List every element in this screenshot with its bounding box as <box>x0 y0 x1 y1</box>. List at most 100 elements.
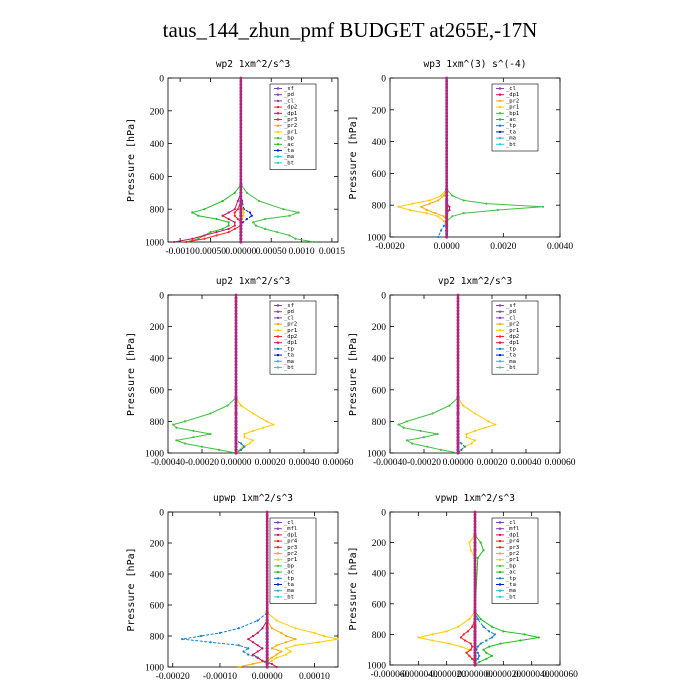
profile-marker <box>265 560 269 563</box>
profile-marker <box>473 541 477 544</box>
data-point-tp <box>476 645 479 648</box>
legend-marker <box>498 353 502 357</box>
profile-marker <box>473 626 477 630</box>
legend-marker <box>498 143 502 146</box>
x-tick-label: -0.00020 <box>156 672 190 682</box>
data-point-pr1 <box>248 442 251 445</box>
legend-marker <box>498 304 502 307</box>
profile-marker <box>234 435 238 439</box>
x-tick-label: 0.00010 <box>299 672 330 682</box>
data-point-bp <box>312 240 315 244</box>
legend-marker <box>498 583 502 586</box>
legend-marker <box>498 552 502 555</box>
profile-marker <box>234 363 238 366</box>
data-point-bp <box>288 214 291 217</box>
data-point-pr2 <box>275 653 278 656</box>
profile-marker <box>265 529 269 532</box>
legend-marker <box>276 577 280 580</box>
profile-marker <box>456 312 460 316</box>
profile-marker <box>265 575 269 579</box>
chart-panel-6: vpwp 1xm^2/s^3 0 200 400 600 800 1000-0.000060… <box>348 493 578 680</box>
profile-marker <box>265 538 269 542</box>
series-line-bp <box>172 397 237 454</box>
y-tick-label: 0 <box>381 292 386 302</box>
y-tick-label: 200 <box>150 323 165 333</box>
profile-marker <box>456 369 460 373</box>
profile-marker <box>234 388 238 392</box>
x-tick-label: -0.0020 <box>375 242 405 252</box>
profile-marker <box>234 385 238 389</box>
data-point-pr3 <box>468 654 471 657</box>
profile-marker <box>445 89 449 93</box>
data-point-pr1 <box>469 549 472 552</box>
profile-marker <box>265 563 269 567</box>
profile-marker <box>265 557 269 560</box>
profile-marker <box>265 665 269 669</box>
data-point-pr1 <box>428 199 431 202</box>
data-point-pr2 <box>294 638 297 641</box>
profile-marker <box>456 337 460 341</box>
profile-marker <box>445 121 449 124</box>
data-point-pr1 <box>465 432 468 436</box>
legend-marker <box>498 105 502 109</box>
profile-marker <box>456 309 460 313</box>
data-point-bp1 <box>462 212 465 215</box>
profile-marker <box>239 201 243 205</box>
profile-marker <box>239 181 243 185</box>
profile-marker <box>265 634 269 638</box>
profile-marker <box>234 344 238 347</box>
data-point-pr1 <box>243 436 246 439</box>
profile-marker <box>239 96 243 100</box>
series-line-pr1 <box>266 612 339 667</box>
data-point-pr1 <box>494 423 497 426</box>
profile-marker <box>234 416 238 420</box>
data-point-pr1 <box>242 211 245 214</box>
legend-marker <box>498 87 502 90</box>
legend-marker <box>498 130 502 134</box>
data-point-dp1 <box>227 217 230 221</box>
data-point-dp1 <box>203 234 206 237</box>
data-point-tp <box>242 650 245 653</box>
profile-marker <box>234 309 238 313</box>
data-point-bp <box>405 420 409 423</box>
data-point-pr1 <box>262 426 265 429</box>
profile-marker <box>456 378 460 382</box>
data-point-pr1 <box>284 653 288 656</box>
data-point-bp <box>192 436 195 439</box>
data-point-bp <box>294 237 297 240</box>
data-point-tp <box>482 625 485 628</box>
profile-marker <box>445 86 449 89</box>
data-point-pr1 <box>470 442 473 445</box>
legend-marker <box>276 533 280 537</box>
chart-title: up2 1xm^2/s^3 <box>216 276 290 287</box>
legend-entry: _dp2 <box>284 105 297 111</box>
y-tick-label: 1000 <box>145 664 164 674</box>
legend-entry: _tp <box>284 346 294 352</box>
profile-marker <box>265 647 269 650</box>
profile-marker <box>265 640 269 644</box>
y-tick-label: 400 <box>150 355 165 365</box>
profile-marker <box>265 622 269 625</box>
profile-marker <box>456 299 460 303</box>
data-point-bp <box>276 231 279 234</box>
profile-marker <box>265 594 269 598</box>
profile-marker <box>473 614 477 618</box>
profile-marker <box>239 129 243 132</box>
x-tick-label: 0.00040 <box>289 458 320 468</box>
profile-marker <box>234 331 238 335</box>
legend-entry: _pr4 <box>284 539 298 545</box>
profile-marker <box>456 366 460 370</box>
y-tick-label: 800 <box>372 202 387 212</box>
profile-marker <box>265 585 269 588</box>
profile-marker <box>456 397 460 401</box>
data-point-dp1 <box>215 231 218 234</box>
profile-marker <box>445 130 449 134</box>
data-point-dp1 <box>270 662 273 666</box>
profile-marker <box>445 194 449 198</box>
profile-marker <box>473 617 477 621</box>
legend-entry: _cl <box>284 98 294 104</box>
profile-marker <box>265 591 269 594</box>
profile-marker <box>456 303 460 306</box>
profile-marker <box>239 224 243 228</box>
data-point-pr3 <box>469 642 472 645</box>
